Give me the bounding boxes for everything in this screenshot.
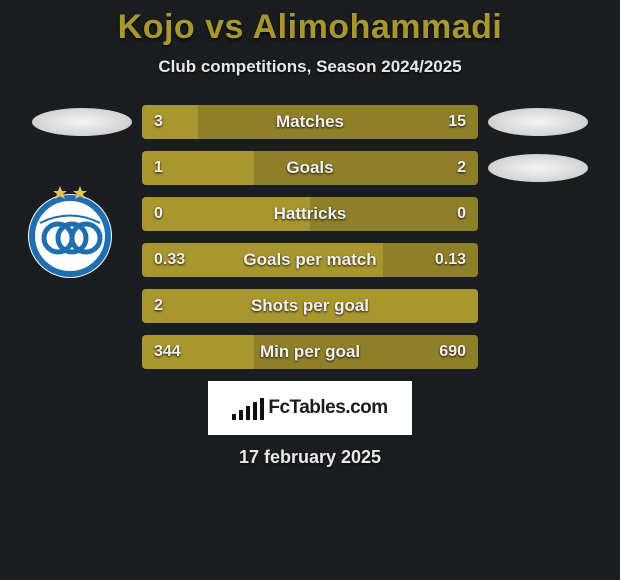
fctables-logo: FcTables.com: [208, 381, 412, 435]
stat-label: Matches: [276, 112, 344, 132]
stat-row: 344 690 Min per goal: [0, 335, 620, 369]
stat-value-right: 2: [457, 159, 466, 177]
logo-bar-segment: [239, 410, 243, 420]
logo-bar-segment: [246, 406, 250, 420]
subtitle: Club competitions, Season 2024/2025: [0, 57, 620, 77]
stat-bar-track: 1 2 Goals: [142, 151, 478, 185]
stat-label: Min per goal: [260, 342, 360, 362]
left-player-icon: [32, 108, 132, 136]
stat-value-left: 3: [154, 113, 163, 131]
right-club-icon: [488, 154, 588, 182]
stat-row: 3 15 Matches: [0, 105, 620, 139]
date-label: 17 february 2025: [0, 447, 620, 468]
stat-bar-track: 2 Shots per goal: [142, 289, 478, 323]
right-player-icon: [488, 108, 588, 136]
stat-value-left: 2: [154, 297, 163, 315]
stat-value-right: 690: [439, 343, 466, 361]
stat-bar-track: 0.33 0.13 Goals per match: [142, 243, 478, 277]
stat-label: Goals per match: [243, 250, 376, 270]
stat-label: Shots per goal: [251, 296, 369, 316]
stat-bar-track: 344 690 Min per goal: [142, 335, 478, 369]
logo-bar-segment: [253, 402, 257, 420]
logo-bar-segment: [260, 398, 264, 420]
fctables-text: FcTables.com: [268, 397, 387, 419]
stat-value-left: 0.33: [154, 251, 185, 269]
stat-value-right: 0.13: [435, 251, 466, 269]
stat-value-left: 1: [154, 159, 163, 177]
stat-value-right: 0: [457, 205, 466, 223]
left-badge-col: [22, 108, 142, 136]
right-badge-col: [478, 154, 598, 182]
club-badge-icon: [20, 178, 120, 278]
fctables-bars-icon: [232, 396, 264, 420]
stat-bar-track: 3 15 Matches: [142, 105, 478, 139]
stat-bar-left: [142, 105, 198, 139]
stat-label: Goals: [286, 158, 333, 178]
right-badge-col: [478, 108, 598, 136]
stat-value-right: 15: [448, 113, 466, 131]
stat-value-left: 0: [154, 205, 163, 223]
stat-value-left: 344: [154, 343, 181, 361]
logo-bar-segment: [232, 414, 236, 420]
stat-row: 2 Shots per goal: [0, 289, 620, 323]
stat-bar-track: 0 0 Hattricks: [142, 197, 478, 231]
stat-label: Hattricks: [274, 204, 347, 224]
page-title: Kojo vs Alimohammadi: [0, 8, 620, 47]
